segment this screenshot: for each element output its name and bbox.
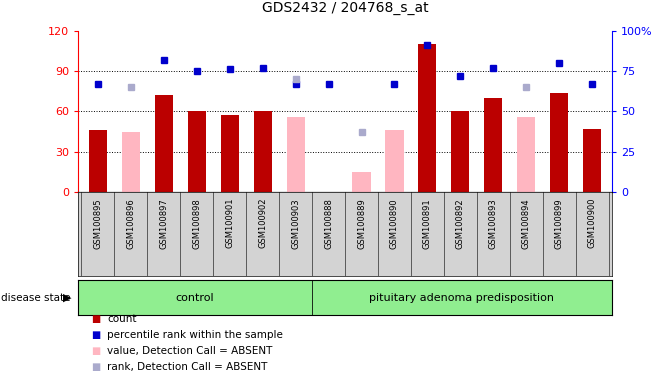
Text: GSM100899: GSM100899 [555,198,564,248]
Text: GSM100900: GSM100900 [588,198,597,248]
Text: percentile rank within the sample: percentile rank within the sample [107,330,283,340]
Text: GDS2432 / 204768_s_at: GDS2432 / 204768_s_at [262,2,428,15]
Text: GSM100893: GSM100893 [489,198,498,249]
Text: ■: ■ [91,314,100,324]
Bar [352,172,370,192]
Text: ■: ■ [91,330,100,340]
Bar [254,111,271,192]
Text: disease state: disease state [1,293,71,303]
Text: value, Detection Call = ABSENT: value, Detection Call = ABSENT [107,346,273,356]
Text: GSM100901: GSM100901 [225,198,234,248]
Text: GSM100889: GSM100889 [357,198,366,249]
Bar [155,95,173,192]
Bar [419,44,436,192]
Text: control: control [176,293,214,303]
Bar [312,280,612,315]
Text: rank, Detection Call = ABSENT: rank, Detection Call = ABSENT [107,362,268,372]
Bar [78,280,312,315]
Text: GSM100895: GSM100895 [93,198,102,248]
Text: GSM100896: GSM100896 [126,198,135,249]
Bar [286,136,305,192]
Text: GSM100891: GSM100891 [423,198,432,248]
Text: GSM100890: GSM100890 [390,198,399,248]
Text: ■: ■ [91,346,100,356]
Bar [517,117,535,192]
Bar [451,111,469,192]
Text: GSM100903: GSM100903 [291,198,300,248]
Bar [221,115,239,192]
Text: GSM100898: GSM100898 [192,198,201,249]
Bar [286,117,305,192]
Bar [550,93,568,192]
Bar [385,130,404,192]
Text: GSM100897: GSM100897 [159,198,169,249]
Text: ■: ■ [91,362,100,372]
Bar [484,98,503,192]
Text: GSM100894: GSM100894 [521,198,531,248]
Text: GSM100888: GSM100888 [324,198,333,249]
Text: count: count [107,314,137,324]
Text: GSM100902: GSM100902 [258,198,267,248]
Bar [122,131,140,192]
Bar [89,130,107,192]
Text: ▶: ▶ [63,293,72,303]
Bar [583,129,602,192]
Bar [187,111,206,192]
Text: GSM100892: GSM100892 [456,198,465,248]
Text: pituitary adenoma predisposition: pituitary adenoma predisposition [369,293,554,303]
